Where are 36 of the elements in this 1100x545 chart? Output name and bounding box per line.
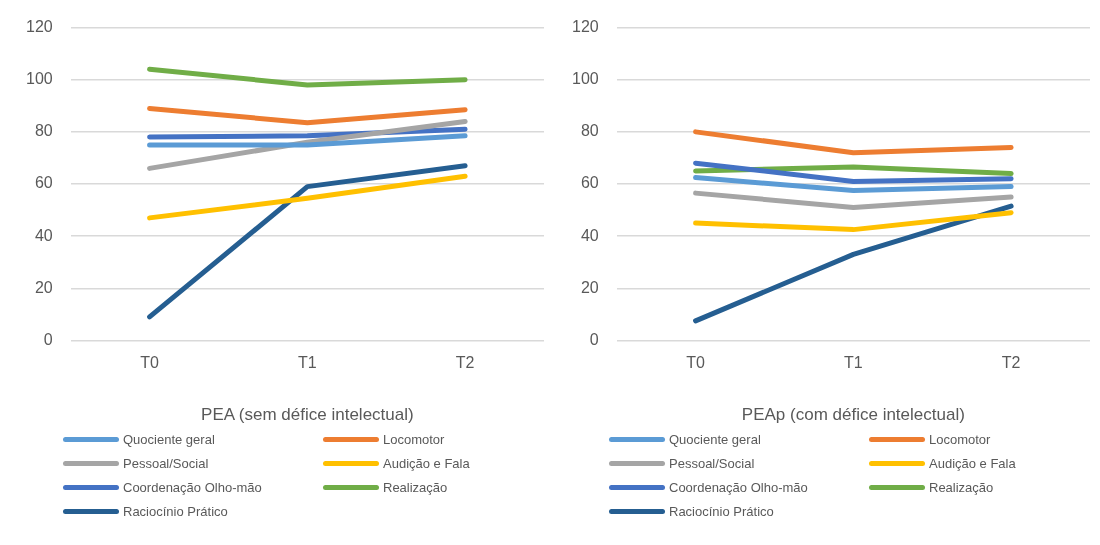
legend-label: Realização <box>929 479 994 495</box>
legend-label: Raciocínio Prático <box>669 503 774 519</box>
y-tick-label: 60 <box>580 174 599 192</box>
legend-label: Locomotor <box>929 431 991 447</box>
legend-label: Pessoal/Social <box>669 455 755 471</box>
legend-label: Quociente geral <box>123 431 215 447</box>
legend-label: Locomotor <box>383 431 445 447</box>
y-tick-label: 20 <box>34 278 53 296</box>
x-tick-label: T2 <box>455 354 475 372</box>
legend-label: Quociente geral <box>669 431 761 447</box>
legend-label: Coordenação Olho-mão <box>123 479 262 495</box>
legend-label: Raciocínio Prático <box>123 503 228 519</box>
y-tick-label: 0 <box>43 330 53 348</box>
y-tick-label: 20 <box>580 278 599 296</box>
legend-label: Coordenação Olho-mão <box>669 479 808 495</box>
legend-label: Audição e Fala <box>383 455 470 471</box>
y-tick-label: 80 <box>34 122 53 140</box>
y-tick-label: 40 <box>580 226 599 244</box>
legend-label: Realização <box>383 479 448 495</box>
y-tick-label: 100 <box>571 70 599 88</box>
legend-label: Audição e Fala <box>929 455 1016 471</box>
y-tick-label: 40 <box>34 226 53 244</box>
x-tick-label: T0 <box>140 354 160 372</box>
x-tick-label: T0 <box>686 354 706 372</box>
y-tick-label: 60 <box>34 174 53 192</box>
x-tick-label: T2 <box>1001 354 1021 372</box>
x-axis-title: PEA (sem défice intelectual) <box>201 405 414 425</box>
x-axis-title: PEAp (com défice intelectual) <box>741 405 965 425</box>
x-tick-label: T1 <box>844 354 863 372</box>
x-tick-label: T1 <box>298 354 317 372</box>
legend-label: Pessoal/Social <box>123 455 209 471</box>
y-tick-label: 120 <box>25 18 53 36</box>
y-tick-label: 120 <box>571 18 599 36</box>
y-tick-label: 0 <box>589 330 599 348</box>
y-tick-label: 100 <box>25 70 53 88</box>
y-tick-label: 80 <box>580 122 599 140</box>
